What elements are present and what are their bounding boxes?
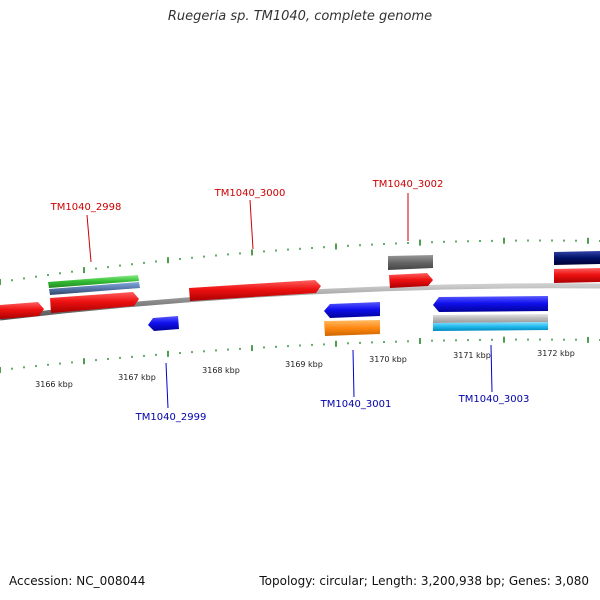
gene-label-3002: TM1040_3002 bbox=[372, 179, 444, 190]
scale-label-3171: 3171 kbp bbox=[453, 351, 491, 360]
leader-3001 bbox=[352, 349, 355, 398]
label-leader-lines bbox=[86, 193, 493, 409]
gene-arrow-right-edge[interactable] bbox=[554, 268, 600, 283]
feature-light-grey-bar[interactable] bbox=[433, 314, 548, 323]
gene-label-3003: TM1040_3003 bbox=[458, 394, 530, 405]
map-title: Ruegeria sp. TM1040, complete genome bbox=[167, 9, 433, 24]
gene-arrow-2998[interactable] bbox=[50, 292, 139, 313]
gene-label-3000: TM1040_3000 bbox=[214, 188, 286, 199]
leader-3000 bbox=[249, 199, 254, 250]
scale-label-3168: 3168 kbp bbox=[202, 366, 240, 375]
scale-labels: 3166 kbp 3167 kbp 3168 kbp 3169 kbp 3170… bbox=[35, 349, 575, 389]
feature-navy-bar[interactable] bbox=[554, 251, 600, 265]
gene-label-3001: TM1040_3001 bbox=[320, 399, 392, 410]
gene-labels: TM1040_2998 TM1040_3000 TM1040_3002 TM10… bbox=[50, 179, 530, 423]
gene-arrow-3002[interactable] bbox=[389, 273, 433, 288]
feature-cyan-bar[interactable] bbox=[433, 322, 548, 331]
gene-arrow-3003[interactable] bbox=[433, 296, 548, 312]
gene-arrow-3000[interactable] bbox=[189, 280, 321, 301]
feature-green-bar[interactable] bbox=[48, 275, 139, 288]
accession-text: Accession: NC_008044 bbox=[9, 574, 146, 588]
gene-arrow-left-edge[interactable] bbox=[0, 302, 44, 319]
scale-label-3170: 3170 kbp bbox=[369, 355, 407, 364]
feature-grey-bar[interactable] bbox=[388, 255, 433, 270]
outer-tick-ring bbox=[0, 237, 600, 285]
scale-label-3166: 3166 kbp bbox=[35, 380, 73, 389]
leader-3003 bbox=[490, 344, 493, 393]
genome-summary-text: Topology: circular; Length: 3,200,938 bp… bbox=[259, 574, 589, 588]
inner-tick-ring bbox=[0, 336, 600, 373]
feature-orange-bar[interactable] bbox=[324, 320, 380, 336]
scale-label-3169: 3169 kbp bbox=[285, 360, 323, 369]
leader-2998 bbox=[86, 214, 92, 263]
gene-arrow-3001[interactable] bbox=[324, 302, 380, 318]
leader-2999 bbox=[165, 362, 169, 409]
gene-label-2998: TM1040_2998 bbox=[50, 202, 122, 213]
feature-steel-bar[interactable] bbox=[49, 282, 140, 295]
gene-label-2999: TM1040_2999 bbox=[135, 412, 207, 423]
scale-label-3167: 3167 kbp bbox=[118, 373, 156, 382]
scale-label-3172: 3172 kbp bbox=[537, 349, 575, 358]
gene-arrow-2999[interactable] bbox=[148, 316, 179, 331]
